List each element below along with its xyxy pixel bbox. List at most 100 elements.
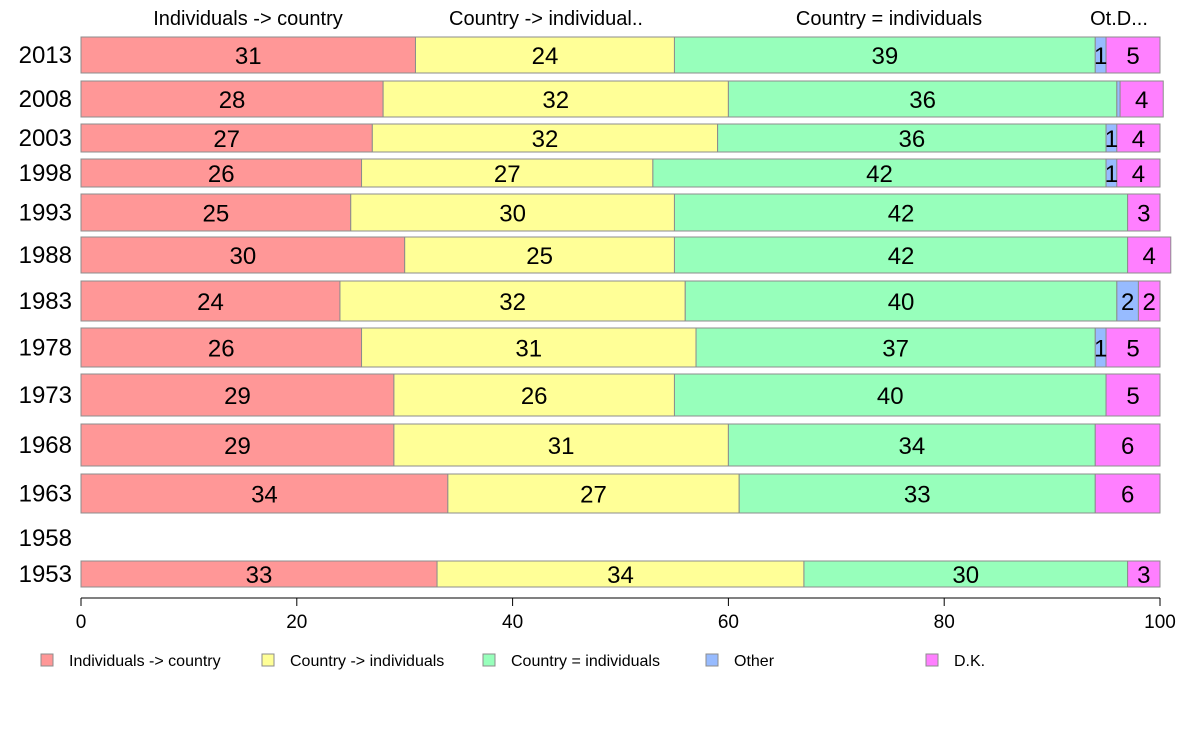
bar-segment: [803, 560, 1129, 588]
x-tick-label: 80: [934, 612, 955, 633]
bar-segment: [361, 327, 697, 368]
data-label: 34: [251, 482, 278, 509]
data-label: 40: [877, 383, 904, 410]
data-label: 36: [898, 126, 925, 153]
legend-label: Country = individuals: [511, 653, 660, 670]
legend-swatch: [261, 653, 275, 667]
data-label: 31: [235, 43, 262, 70]
column-header-3: Country = individuals: [796, 8, 982, 30]
data-label: 26: [521, 383, 548, 410]
data-label: 3: [1137, 201, 1150, 228]
y-tick-label: 1958: [19, 525, 72, 552]
bar-segment: [447, 473, 740, 514]
bar-segment: [717, 123, 1107, 153]
data-label: 31: [515, 336, 542, 363]
bar-segment: [80, 423, 395, 467]
column-header-1: Individuals -> country: [153, 8, 343, 30]
data-label: 29: [224, 383, 251, 410]
data-label: 30: [229, 243, 256, 270]
y-tick-label: 1953: [19, 561, 72, 588]
data-label: 5: [1126, 383, 1139, 410]
data-label: 29: [224, 433, 251, 460]
data-label: 27: [580, 482, 607, 509]
bar-segment: [80, 373, 395, 417]
data-label: 2: [1143, 289, 1156, 316]
data-label: 32: [499, 289, 526, 316]
y-tick-label: 1963: [19, 481, 72, 508]
y-tick-label: 1973: [19, 382, 72, 409]
x-axis: 0 20 40 60 80 100: [76, 597, 1176, 633]
bar-segment: [673, 36, 1096, 74]
bar-segment: [1116, 158, 1161, 188]
bar-segment: [1105, 373, 1161, 417]
y-tick-label: 2013: [19, 42, 72, 69]
bar-segment: [80, 80, 384, 118]
bar-segment: [80, 123, 373, 153]
data-label: 30: [499, 201, 526, 228]
bar-segment: [727, 80, 1118, 118]
bar-segment: [404, 236, 675, 274]
y-tick-label: 1993: [19, 200, 72, 227]
data-label: 27: [494, 161, 521, 188]
bars-layer: [80, 36, 1172, 588]
x-tick-label: 20: [286, 612, 307, 633]
x-tick-label: 0: [76, 612, 87, 633]
bar-segment: [652, 158, 1107, 188]
bar-segment: [1094, 423, 1161, 467]
data-label: 27: [213, 126, 240, 153]
legend-label: Country -> individuals: [290, 653, 444, 670]
data-label: 39: [872, 43, 899, 70]
bar-segment: [393, 423, 729, 467]
bar-segment: [350, 193, 675, 232]
y-axis-labels: 2013 2008 2003 1998 1993 1988 1983 1978 1973 1968…: [19, 42, 72, 588]
data-label: 42: [866, 161, 893, 188]
x-tick-label: 60: [718, 612, 739, 633]
bar-segment: [382, 80, 729, 118]
y-tick-label: 1988: [19, 242, 72, 269]
bar-segment: [80, 158, 363, 188]
legend: Individuals -> country Country -> individ…: [40, 653, 985, 670]
bar-segment: [1127, 560, 1161, 588]
data-label: 1: [1105, 161, 1118, 188]
data-label: 33: [246, 562, 273, 589]
data-label: 36: [909, 87, 936, 114]
y-tick-label: 2008: [19, 86, 72, 113]
bar-segment: [1119, 80, 1164, 118]
data-label: 5: [1126, 43, 1139, 70]
legend-swatch: [705, 653, 719, 667]
data-label: 32: [532, 126, 559, 153]
bar-segment: [1127, 193, 1161, 232]
data-label: 24: [197, 289, 224, 316]
data-label: 6: [1121, 482, 1134, 509]
data-label: 32: [542, 87, 569, 114]
bar-segment: [80, 473, 449, 514]
data-label: 25: [203, 201, 230, 228]
column-header-4: Ot.D...: [1090, 8, 1148, 30]
bar-segment: [80, 36, 416, 74]
x-tick-label: 100: [1144, 612, 1176, 633]
data-label: 1: [1105, 126, 1118, 153]
data-label: 33: [904, 482, 931, 509]
bar-segment: [673, 236, 1129, 274]
column-header-2: Country -> individual..: [449, 8, 643, 30]
legend-swatch: [482, 653, 496, 667]
bar-segment: [738, 473, 1096, 514]
data-label: 24: [532, 43, 559, 70]
data-labels-layer: 31 24 39 1 528 32 36 427 32 36 1 426 27 42 1 425 30 42 330…: [197, 43, 1156, 589]
bar-segment: [1105, 36, 1161, 74]
data-label: 30: [952, 562, 979, 589]
bar-segment: [727, 423, 1096, 467]
bar-segment: [80, 236, 406, 274]
data-label: 26: [208, 336, 235, 363]
bar-segment: [436, 560, 805, 588]
bar-segment: [80, 280, 341, 322]
legend-label: D.K.: [954, 653, 985, 670]
data-label: 34: [607, 562, 634, 589]
y-tick-label: 1983: [19, 288, 72, 315]
bar-segment: [1137, 280, 1161, 322]
bar-segment: [673, 193, 1129, 232]
bar-segment: [684, 280, 1118, 322]
data-label: 25: [526, 243, 553, 270]
data-label: 4: [1132, 161, 1145, 188]
